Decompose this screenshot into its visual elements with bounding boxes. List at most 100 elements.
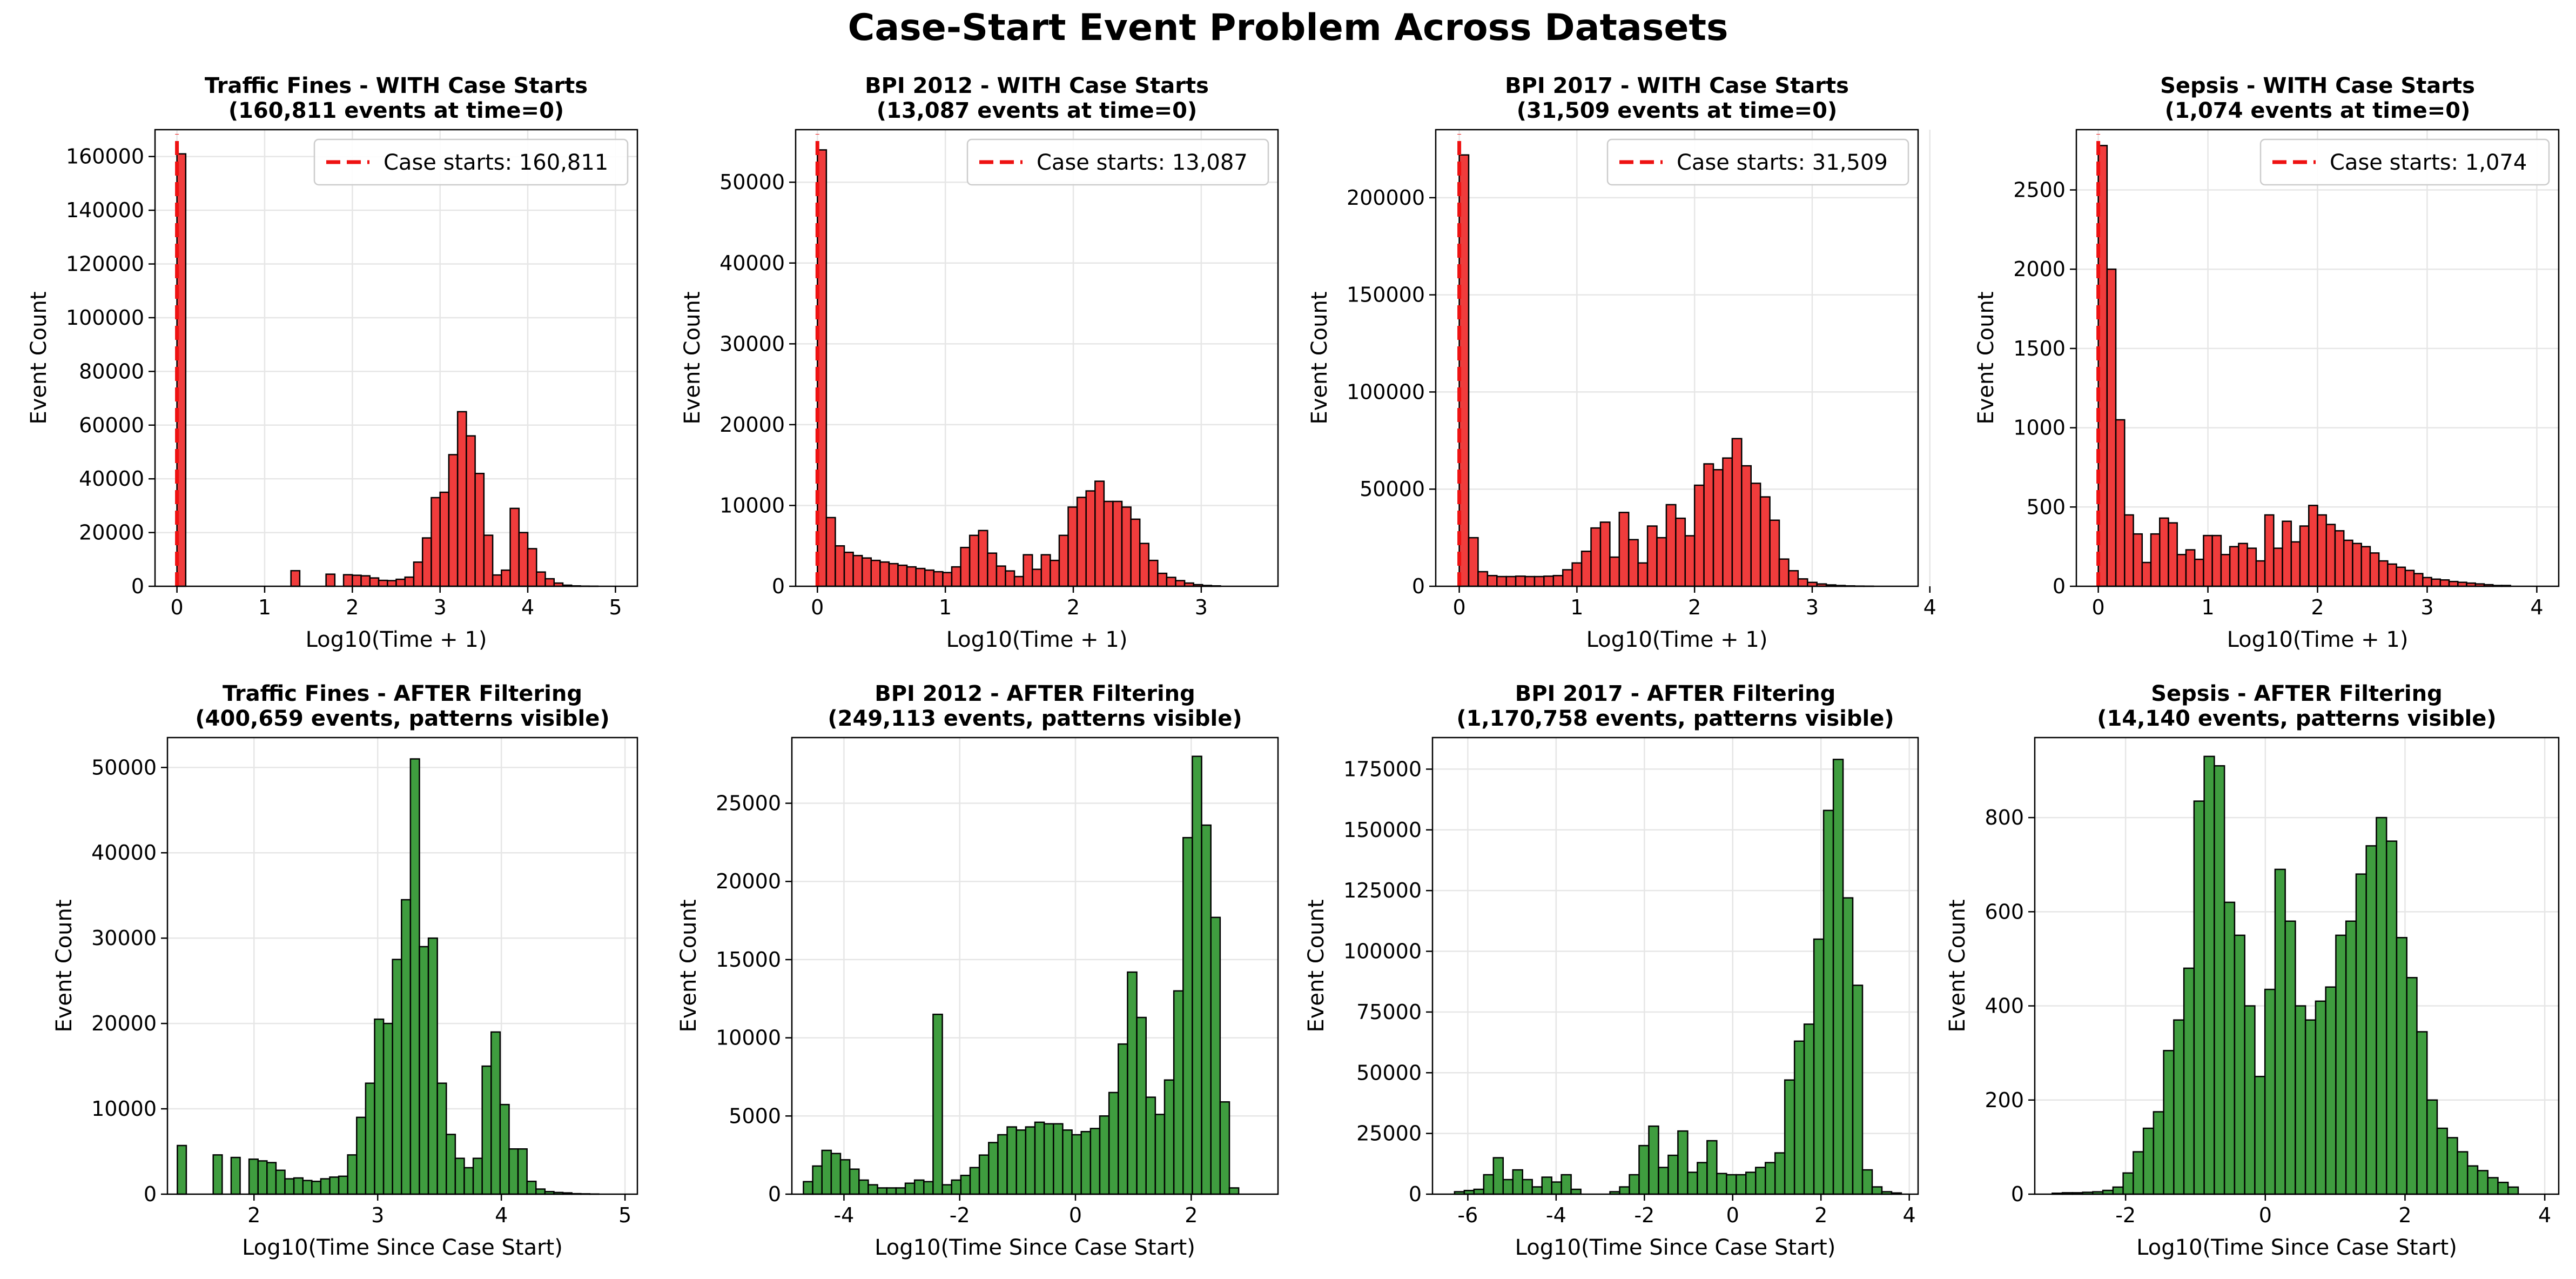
histogram-bar xyxy=(2141,561,2152,587)
histogram-bar xyxy=(1050,559,1060,587)
histogram-bar xyxy=(275,1169,286,1195)
y-tick-label: 5000 xyxy=(729,1104,781,1128)
histogram-bar xyxy=(1505,575,1517,587)
histogram-bar xyxy=(915,567,926,587)
panel-subtitle: (14,140 events, patterns visible) xyxy=(2097,706,2496,731)
histogram-bar xyxy=(1562,569,1573,587)
histogram-bar xyxy=(436,1082,447,1195)
histogram-bar xyxy=(1071,1134,1082,1195)
y-tick-label: 0 xyxy=(2053,574,2066,598)
histogram-bar xyxy=(879,561,890,587)
panel-subtitle: (160,811 events at time=0) xyxy=(228,98,564,123)
y-tick-label: 20000 xyxy=(719,413,785,437)
y-tick-label: 100000 xyxy=(1347,380,1425,404)
histogram-bar xyxy=(419,946,429,1195)
histogram-bar xyxy=(2284,920,2296,1195)
histogram-bar xyxy=(1861,1169,1873,1195)
y-axis-label: Event Count xyxy=(1304,899,1329,1032)
histogram-bar xyxy=(996,565,1006,587)
histogram-bar xyxy=(1473,1188,1485,1195)
histogram-bar xyxy=(821,1149,832,1195)
histogram-bar xyxy=(839,1159,851,1195)
histogram-bar xyxy=(2439,579,2450,587)
histogram-bar xyxy=(409,758,420,1195)
x-tick-label: 0 xyxy=(1726,1203,1739,1227)
y-tick-label: 120000 xyxy=(66,252,144,276)
histogram-bar xyxy=(248,1158,259,1195)
x-tick-label: 4 xyxy=(1903,1203,1916,1227)
histogram-bar xyxy=(2360,546,2371,587)
y-tick-label: 80000 xyxy=(79,359,144,383)
chart-panel-3: BPI 2017 - WITH Case Starts(31,509 event… xyxy=(1307,73,1936,652)
histogram-bar xyxy=(1099,1115,1110,1195)
histogram-bar xyxy=(897,564,908,587)
legend-box xyxy=(2259,138,2550,186)
x-tick-label: 3 xyxy=(371,1203,384,1227)
histogram-bar xyxy=(404,576,415,587)
histogram-bar xyxy=(1512,1169,1523,1195)
histogram-bar xyxy=(490,1031,501,1195)
histogram-bar xyxy=(1210,916,1221,1195)
histogram-bar xyxy=(1076,497,1087,587)
x-axis-label: Log10(Time Since Case Start) xyxy=(242,1235,563,1260)
histogram-bar xyxy=(2436,1127,2448,1195)
y-tick-label: 600 xyxy=(1985,900,2024,923)
histogram-bar xyxy=(293,1177,304,1195)
histogram-bar xyxy=(2274,868,2286,1195)
histogram-bar xyxy=(2387,563,2397,587)
chart-panel-8: Sepsis - AFTER Filtering(14,140 events, … xyxy=(1945,681,2560,1260)
panel-title: Traffic Fines - AFTER Filtering xyxy=(223,681,582,706)
histogram-bar xyxy=(352,574,362,587)
histogram-bar xyxy=(2247,547,2257,587)
histogram-bar xyxy=(431,497,441,587)
histogram-bar xyxy=(1656,537,1667,587)
histogram-bar xyxy=(1477,571,1489,587)
histogram-bar xyxy=(1551,1181,1562,1195)
histogram-bar xyxy=(1157,572,1168,587)
histogram-bar xyxy=(1803,1023,1815,1195)
x-tick-label: -2 xyxy=(1634,1203,1654,1227)
histogram-bar xyxy=(2487,1177,2499,1195)
x-tick-label: 2 xyxy=(1067,595,1080,619)
histogram-bar xyxy=(1750,483,1761,587)
histogram-bar xyxy=(1619,1186,1630,1195)
histogram-bar xyxy=(2290,541,2301,587)
legend-box xyxy=(1606,138,1909,186)
panel-subtitle: (400,659 events, patterns visible) xyxy=(195,706,609,731)
panel-title: BPI 2012 - AFTER Filtering xyxy=(875,681,1195,706)
y-tick-label: 1500 xyxy=(2013,337,2066,360)
histogram-bar xyxy=(2335,934,2347,1195)
histogram-bar xyxy=(2378,560,2389,587)
histogram-bar xyxy=(2176,554,2187,587)
histogram-bar xyxy=(2295,1005,2306,1195)
histogram-bar xyxy=(1736,1174,1747,1195)
y-tick-label: 50000 xyxy=(719,170,785,194)
histogram-bar xyxy=(1121,506,1132,587)
x-tick-label: 0 xyxy=(2259,1203,2272,1227)
histogram-bar xyxy=(2457,1151,2469,1195)
histogram-bar xyxy=(1524,575,1536,587)
histogram-bar xyxy=(2497,1181,2509,1195)
y-tick-label: 10000 xyxy=(719,493,785,517)
histogram-bar xyxy=(1023,554,1033,587)
x-tick-label: 0 xyxy=(1452,595,1465,619)
histogram-bar xyxy=(1731,438,1743,587)
x-tick-label: -4 xyxy=(1546,1203,1566,1227)
panel-title: Sepsis - AFTER Filtering xyxy=(2151,681,2443,706)
histogram-bar xyxy=(2385,840,2398,1195)
histogram-bar xyxy=(1774,1152,1786,1195)
histogram-bar xyxy=(1154,1114,1166,1195)
histogram-bar xyxy=(904,1182,916,1195)
histogram-bar xyxy=(517,1148,528,1195)
histogram-bar xyxy=(2223,901,2236,1195)
x-axis-label: Log10(Time + 1) xyxy=(946,627,1128,652)
histogram-bar xyxy=(378,579,388,587)
y-tick-label: 25000 xyxy=(716,792,781,815)
y-axis-label: Event Count xyxy=(1945,899,1970,1032)
y-axis-label: Event Count xyxy=(26,291,51,424)
histogram-bar xyxy=(1166,577,1176,587)
histogram-bar xyxy=(342,574,353,587)
histogram-bar xyxy=(1040,554,1051,587)
y-tick-label: 150000 xyxy=(1343,818,1422,842)
y-tick-label: 800 xyxy=(1985,806,2024,829)
